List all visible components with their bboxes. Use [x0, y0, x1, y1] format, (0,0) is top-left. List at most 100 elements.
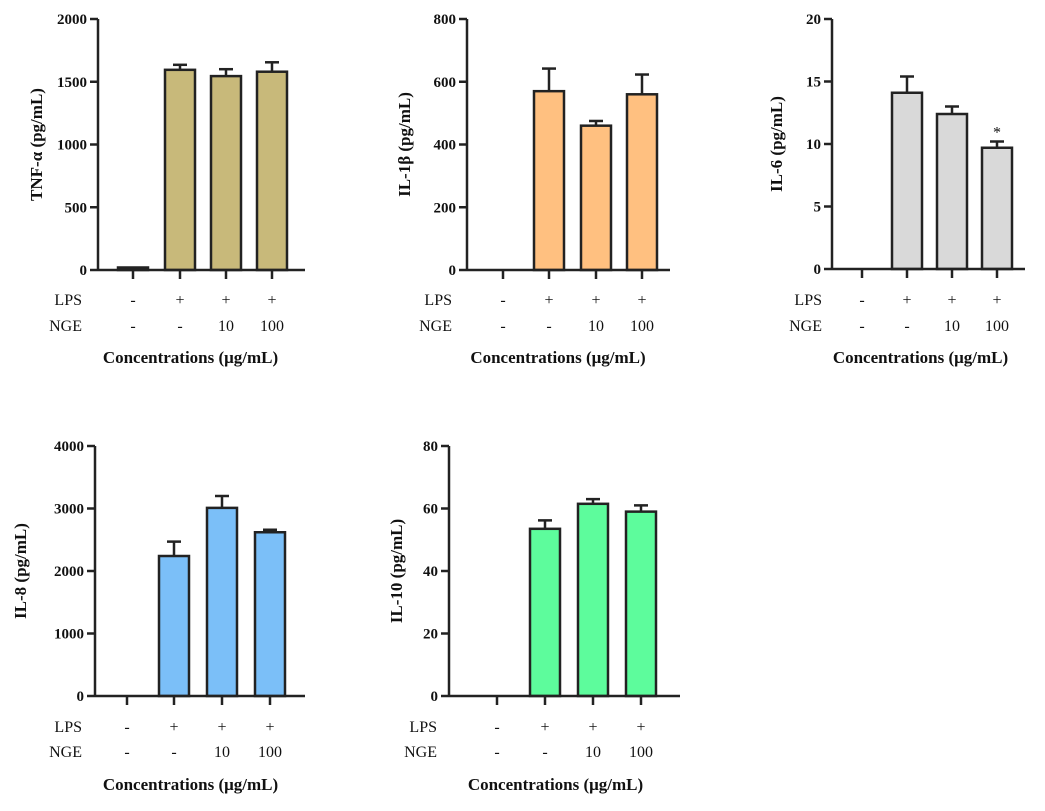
nge-condition: - [500, 318, 505, 335]
nge-condition: - [546, 318, 551, 335]
y-axis-label: IL-8 (pg/mL) [11, 523, 30, 619]
row-label-lps: LPS [794, 292, 822, 309]
significance-marker: * [993, 125, 1001, 142]
y-tick-label: 80 [423, 439, 438, 455]
row-label-lps: LPS [54, 719, 82, 736]
nge-condition: - [904, 318, 909, 335]
lps-condition: + [947, 292, 956, 309]
nge-condition: 100 [260, 318, 284, 335]
y-tick-label: 1000 [54, 627, 84, 643]
x-axis-label: Concentrations (μg/mL) [470, 348, 645, 367]
nge-condition: 10 [218, 318, 234, 335]
lps-condition: - [859, 292, 864, 309]
bar [624, 510, 658, 698]
bar [625, 93, 659, 272]
y-tick-label: 20 [423, 627, 438, 643]
y-tick-label: 10 [806, 137, 821, 153]
bar [890, 91, 924, 271]
y-tick-label: 800 [434, 12, 457, 28]
y-tick-label: 400 [434, 138, 457, 154]
bar [253, 531, 287, 698]
nge-condition: - [859, 318, 864, 335]
y-tick-label: 15 [806, 75, 821, 91]
lps-condition: - [130, 292, 135, 309]
lps-condition: + [637, 292, 646, 309]
nge-condition: - [130, 318, 135, 335]
row-label-nge: NGE [789, 318, 822, 335]
bar [935, 112, 969, 271]
lps-condition: + [265, 719, 274, 736]
row-label-lps: LPS [424, 292, 452, 309]
bar [532, 89, 566, 272]
y-tick-label: 200 [434, 200, 457, 216]
y-tick-label: 2000 [54, 564, 84, 580]
y-tick-label: 2000 [57, 12, 87, 28]
lps-condition: + [169, 719, 178, 736]
y-axis-label: IL-10 (pg/mL) [387, 519, 406, 623]
bar [209, 74, 243, 272]
bar [528, 527, 562, 698]
nge-condition: - [171, 744, 176, 761]
nge-condition: - [124, 744, 129, 761]
lps-condition: + [902, 292, 911, 309]
lps-condition: - [500, 292, 505, 309]
y-tick-label: 0 [77, 689, 85, 705]
lps-condition: - [494, 719, 499, 736]
y-tick-label: 1500 [57, 75, 87, 91]
bar [579, 124, 613, 272]
nge-condition: 10 [585, 744, 601, 761]
x-axis-label: Concentrations (μg/mL) [103, 348, 278, 367]
y-tick-label: 500 [65, 200, 88, 216]
nge-condition: 100 [258, 744, 282, 761]
lps-condition: - [124, 719, 129, 736]
row-label-nge: NGE [49, 318, 82, 335]
bar [163, 68, 197, 272]
lps-condition: + [544, 292, 553, 309]
nge-condition: - [177, 318, 182, 335]
y-tick-label: 0 [431, 689, 439, 705]
row-label-nge: NGE [419, 318, 452, 335]
lps-condition: + [217, 719, 226, 736]
x-axis-label: Concentrations (μg/mL) [103, 775, 278, 794]
chart-panel-5: - - + - +10 +100 0 20 40 60 80 IL-10 (pg/mL) LPS NGE C… [387, 439, 680, 794]
y-tick-label: 20 [806, 12, 821, 28]
y-tick-label: 0 [80, 263, 88, 279]
lps-condition: + [992, 292, 1001, 309]
lps-condition: + [540, 719, 549, 736]
nge-condition: 100 [630, 318, 654, 335]
y-tick-label: 60 [423, 502, 438, 518]
y-axis-label: TNF-α (pg/mL) [27, 88, 46, 201]
y-tick-label: 4000 [54, 439, 84, 455]
bar [980, 146, 1014, 271]
chart-panel-2: - - + - +10 +100 0 200 400 600 800 IL-1β (pg/mL) LPS… [395, 12, 670, 367]
y-axis-label: IL-1β (pg/mL) [395, 92, 414, 197]
bar [157, 554, 191, 698]
y-tick-label: 0 [814, 262, 822, 278]
chart-panel-3: - - + - +10 * +100 0 5 10 15 20 IL-6 (pg/mL) LPS NGE Co… [767, 12, 1025, 367]
nge-condition: 10 [214, 744, 230, 761]
y-axis-label: IL-6 (pg/mL) [767, 96, 786, 192]
lps-condition: + [591, 292, 600, 309]
bar [576, 502, 610, 698]
y-tick-label: 3000 [54, 502, 84, 518]
x-axis-label: Concentrations (μg/mL) [833, 348, 1008, 367]
nge-condition: 10 [944, 318, 960, 335]
nge-condition: - [542, 744, 547, 761]
lps-condition: + [221, 292, 230, 309]
lps-condition: + [636, 719, 645, 736]
lps-condition: + [588, 719, 597, 736]
y-tick-label: 600 [434, 75, 457, 91]
nge-condition: 10 [588, 318, 604, 335]
lps-condition: + [267, 292, 276, 309]
nge-condition: - [494, 744, 499, 761]
nge-condition: 100 [629, 744, 653, 761]
bar [205, 506, 239, 698]
row-label-nge: NGE [404, 744, 437, 761]
y-tick-label: 1000 [57, 138, 87, 154]
y-tick-label: 0 [449, 263, 457, 279]
row-label-lps: LPS [409, 719, 437, 736]
y-tick-label: 5 [814, 200, 822, 216]
row-label-lps: LPS [54, 292, 82, 309]
